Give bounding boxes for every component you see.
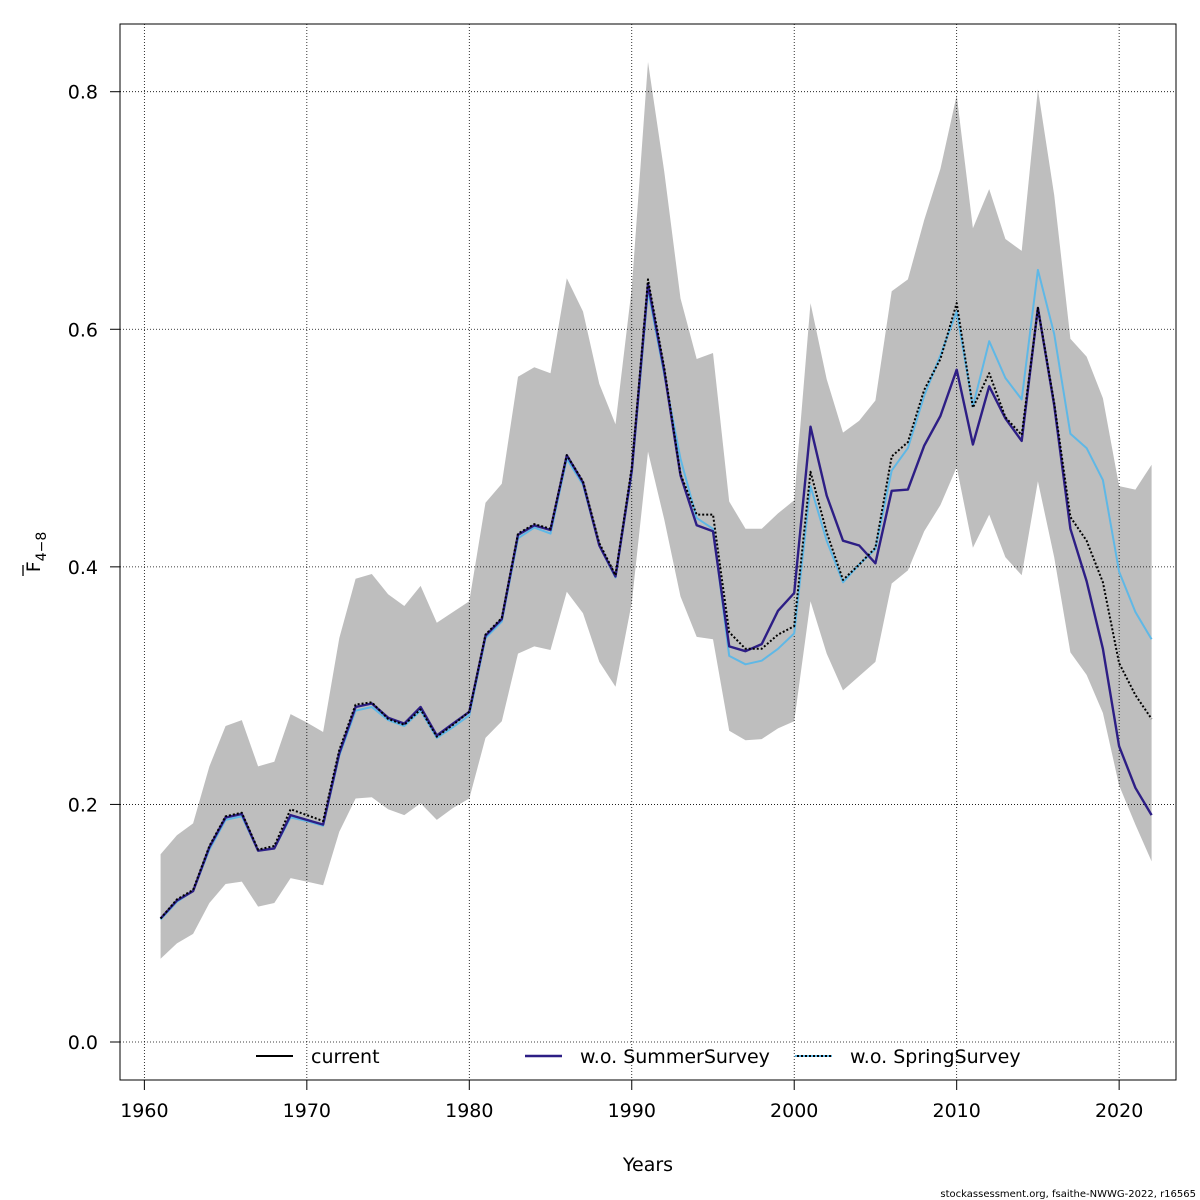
- y-tick-label-0: 0.0: [68, 1032, 98, 1054]
- y-axis: 0.0 0.2 0.4 0.6 0.8: [68, 82, 121, 1054]
- x-tick-label-1990: 1990: [608, 1100, 656, 1122]
- legend-label-summer: w.o. SummerSurvey: [580, 1046, 770, 1068]
- x-axis-label: Years: [622, 1154, 673, 1176]
- y-axis-label-sub: 4−8: [34, 532, 50, 562]
- series-layer: [159, 268, 1153, 921]
- y-tick-label-1: 0.2: [68, 794, 98, 816]
- y-axis-label: F4−8: [22, 532, 50, 576]
- grid-layer: [120, 24, 1176, 1080]
- svg-text:F4−8: F4−8: [23, 532, 50, 572]
- series-line-current: [159, 278, 1153, 920]
- y-axis-label-main: F: [23, 561, 45, 572]
- x-tick-label-2000: 2000: [770, 1100, 818, 1122]
- x-tick-label-2010: 2010: [932, 1100, 980, 1122]
- credit-text: stockassessment.org, fsaithe-NWWG-2022, …: [940, 1189, 1196, 1200]
- confidence-band-layer: [160, 62, 1152, 959]
- x-axis: 1960 1970 1980 1990 2000 2010 2020: [120, 1079, 1143, 1122]
- x-tick-label-1960: 1960: [120, 1100, 168, 1122]
- x-tick-label-1980: 1980: [445, 1100, 493, 1122]
- x-tick-label-1970: 1970: [283, 1100, 331, 1122]
- y-tick-label-2: 0.4: [68, 557, 98, 579]
- confidence-band: [160, 62, 1152, 959]
- legend-label-spring: w.o. SpringSurvey: [850, 1046, 1021, 1068]
- x-tick-label-2020: 2020: [1095, 1100, 1143, 1122]
- y-tick-label-3: 0.6: [68, 319, 98, 341]
- y-tick-label-4: 0.8: [68, 82, 98, 104]
- legend: current w.o. SummerSurvey w.o. SpringSur…: [256, 1046, 1021, 1068]
- legend-label-current: current: [311, 1046, 380, 1068]
